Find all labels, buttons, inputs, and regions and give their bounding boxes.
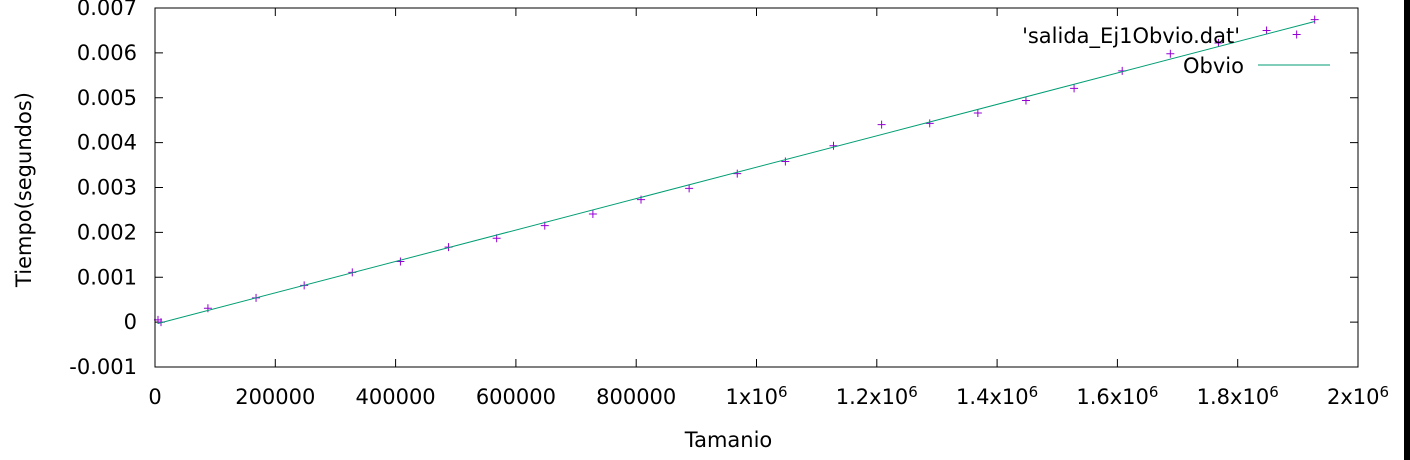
x-tick-label: 600000 [476, 385, 556, 409]
x-tick-label: 2x106 [1327, 383, 1389, 409]
x-tick-exponent: 6 [908, 383, 918, 401]
data-point [1166, 49, 1175, 58]
x-tick-label: 1.4x106 [956, 383, 1038, 409]
data-point [973, 109, 982, 118]
data-point [925, 119, 934, 128]
fit-line [157, 20, 1315, 324]
x-tick-label: 800000 [596, 385, 676, 409]
data-point [1021, 96, 1030, 105]
y-tick-label: 0 [124, 310, 137, 334]
y-tick-label: 0.004 [77, 131, 137, 155]
series-layer [154, 15, 1319, 327]
x-axis-label: Tamanio [684, 428, 773, 452]
y-tick-label: 0.007 [77, 0, 137, 20]
x-tick-label: 1.6x106 [1076, 383, 1158, 409]
data-point [1214, 39, 1223, 48]
data-point [588, 209, 597, 218]
x-tick-exponent: 6 [1029, 383, 1039, 401]
x-tick-exponent: 6 [1379, 383, 1389, 401]
x-tick-exponent: 6 [1149, 383, 1159, 401]
x-tick-label: 0 [148, 385, 161, 409]
data-point [733, 169, 742, 178]
axis-ticks: 0 200000 400000 600000 800000 1x106 1.2x106 1.4… [69, 0, 1389, 409]
legend-label-points: 'salida_Ej1Obvio.dat' [1022, 24, 1240, 49]
y-tick-label: 0.002 [77, 220, 137, 244]
y-tick-label: 0.003 [77, 176, 137, 200]
plot-frame [154, 7, 1359, 368]
data-point [781, 157, 790, 166]
y-tick-label: 0.001 [77, 265, 137, 289]
x-tick-label: 400000 [356, 385, 436, 409]
data-point [1310, 15, 1319, 24]
x-tick-exponent: 6 [778, 383, 788, 401]
data-point [1292, 30, 1301, 39]
legend-label-line: Obvio [1183, 54, 1244, 78]
window-edge [1404, 0, 1410, 460]
data-point [396, 257, 405, 266]
legend: 'salida_Ej1Obvio.dat' Obvio [1022, 24, 1330, 78]
y-tick-label: -0.001 [69, 355, 137, 379]
x-tick-exponent: 6 [1269, 383, 1279, 401]
x-tick-label: 1.8x106 [1197, 383, 1279, 409]
data-point [877, 120, 886, 129]
data-point [1070, 84, 1079, 93]
x-tick-label: 1.2x106 [836, 383, 918, 409]
data-point [685, 184, 694, 193]
data-point [829, 141, 838, 150]
x-tick-label: 200000 [235, 385, 315, 409]
y-axis-label: Tiempo(segundos) [12, 92, 36, 288]
y-tick-label: 0.006 [77, 41, 137, 65]
y-tick-label: 0.005 [77, 86, 137, 110]
data-point [1262, 26, 1271, 35]
x-tick-label: 1x106 [725, 383, 787, 409]
